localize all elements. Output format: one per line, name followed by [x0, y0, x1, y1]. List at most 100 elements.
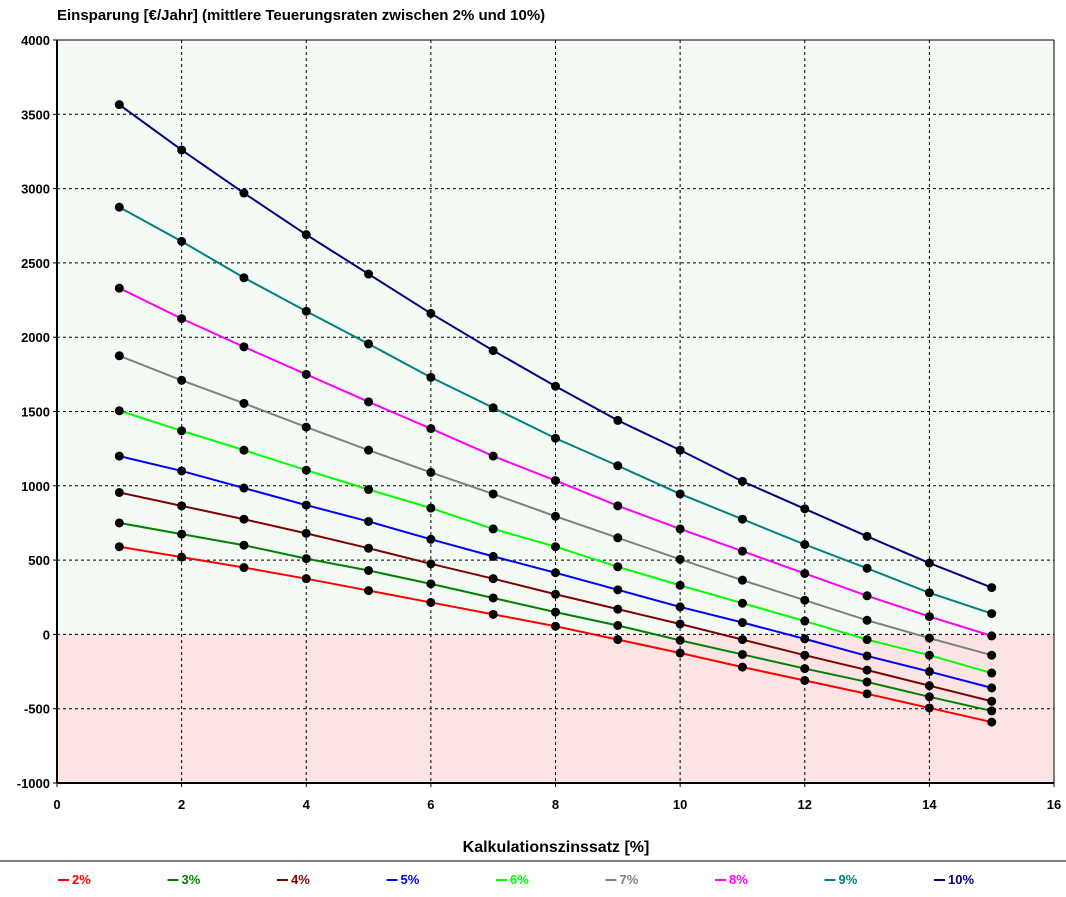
data-point	[551, 607, 560, 617]
x-tick-label: 2	[178, 797, 185, 812]
data-point	[551, 381, 560, 391]
data-point	[239, 445, 249, 455]
data-point	[488, 403, 498, 413]
y-tick-label: -1000	[17, 776, 50, 791]
x-tick-label: 0	[53, 797, 60, 812]
data-point	[551, 542, 560, 552]
data-point	[239, 514, 249, 524]
data-point	[551, 621, 560, 631]
data-point	[675, 554, 685, 564]
data-point	[364, 516, 374, 526]
data-point	[613, 604, 623, 614]
data-point	[924, 633, 934, 643]
chart-title: Einsparung [€/Jahr] (mittlere Teuerungsr…	[57, 7, 545, 24]
legend-label: 9%	[839, 872, 858, 887]
data-point	[177, 145, 187, 155]
data-point	[488, 346, 498, 356]
legend-label: 4%	[291, 872, 310, 887]
y-tick-label: 2500	[21, 256, 50, 271]
x-axis-label: Kalkulationszinssatz [%]	[463, 839, 650, 856]
series-5pct	[114, 451, 997, 693]
legend-item: 7%	[605, 872, 639, 887]
data-point	[987, 668, 997, 678]
series-layer	[114, 100, 997, 727]
data-point	[239, 398, 249, 408]
legend-label: 8%	[729, 872, 748, 887]
data-point	[488, 574, 498, 584]
data-point	[800, 504, 810, 514]
data-point	[488, 551, 498, 561]
data-point	[924, 667, 934, 677]
data-point	[675, 635, 685, 645]
x-tick-label: 16	[1047, 797, 1061, 812]
data-point	[675, 619, 685, 629]
data-point	[862, 651, 872, 661]
y-tick-label: 3500	[21, 107, 50, 122]
data-point	[239, 342, 249, 352]
data-point	[737, 598, 747, 608]
series-3pct	[114, 518, 997, 716]
data-point	[114, 283, 124, 293]
data-point	[426, 467, 436, 477]
data-point	[114, 406, 124, 416]
data-point	[239, 188, 249, 198]
series-7pct	[114, 351, 997, 660]
data-point	[613, 501, 623, 511]
data-point	[987, 650, 997, 660]
data-point	[301, 500, 311, 510]
data-point	[800, 675, 810, 685]
data-point	[737, 514, 747, 524]
data-point	[301, 465, 311, 475]
data-point	[364, 485, 374, 495]
data-point	[364, 269, 374, 279]
data-point	[924, 612, 934, 622]
data-point	[551, 476, 560, 486]
data-point	[987, 631, 997, 641]
data-point	[426, 308, 436, 318]
legend-item: 4%	[277, 872, 310, 887]
data-point	[924, 588, 934, 598]
legend-item: 3%	[167, 872, 201, 887]
data-point	[862, 563, 872, 573]
data-point	[613, 620, 623, 630]
data-point	[924, 692, 934, 702]
data-point	[239, 540, 249, 550]
data-point	[551, 568, 560, 578]
data-point	[177, 314, 187, 324]
data-point	[737, 476, 747, 486]
data-point	[737, 618, 747, 628]
x-tick-label: 12	[798, 797, 812, 812]
data-point	[737, 662, 747, 672]
y-tick-label: 2000	[21, 330, 50, 345]
y-tick-label: 500	[28, 553, 50, 568]
data-point	[177, 236, 187, 246]
data-point	[675, 489, 685, 499]
y-tick-label: 1000	[21, 479, 50, 494]
data-point	[862, 635, 872, 645]
data-point	[987, 683, 997, 693]
data-point	[924, 558, 934, 568]
data-point	[114, 100, 124, 110]
data-point	[114, 451, 124, 461]
y-axis-ticks: 4000 3500 3000 2500 2000 1500 1000 500 0 -500 -100…	[17, 33, 57, 791]
series-9pct	[114, 202, 997, 619]
y-tick-label: 4000	[21, 33, 50, 48]
legend-item: 10%	[934, 872, 974, 887]
data-point	[800, 539, 810, 549]
data-point	[800, 616, 810, 626]
data-point	[301, 554, 311, 564]
data-point	[239, 483, 249, 493]
x-tick-label: 6	[427, 797, 434, 812]
data-point	[301, 230, 311, 240]
data-point	[862, 531, 872, 541]
data-point	[177, 466, 187, 476]
data-point	[239, 563, 249, 573]
y-tick-label: -500	[24, 702, 50, 717]
data-point	[862, 591, 872, 601]
data-point	[924, 681, 934, 691]
data-point	[488, 451, 498, 461]
data-point	[426, 503, 436, 513]
data-point	[426, 534, 436, 544]
data-point	[613, 635, 623, 645]
data-point	[613, 461, 623, 471]
